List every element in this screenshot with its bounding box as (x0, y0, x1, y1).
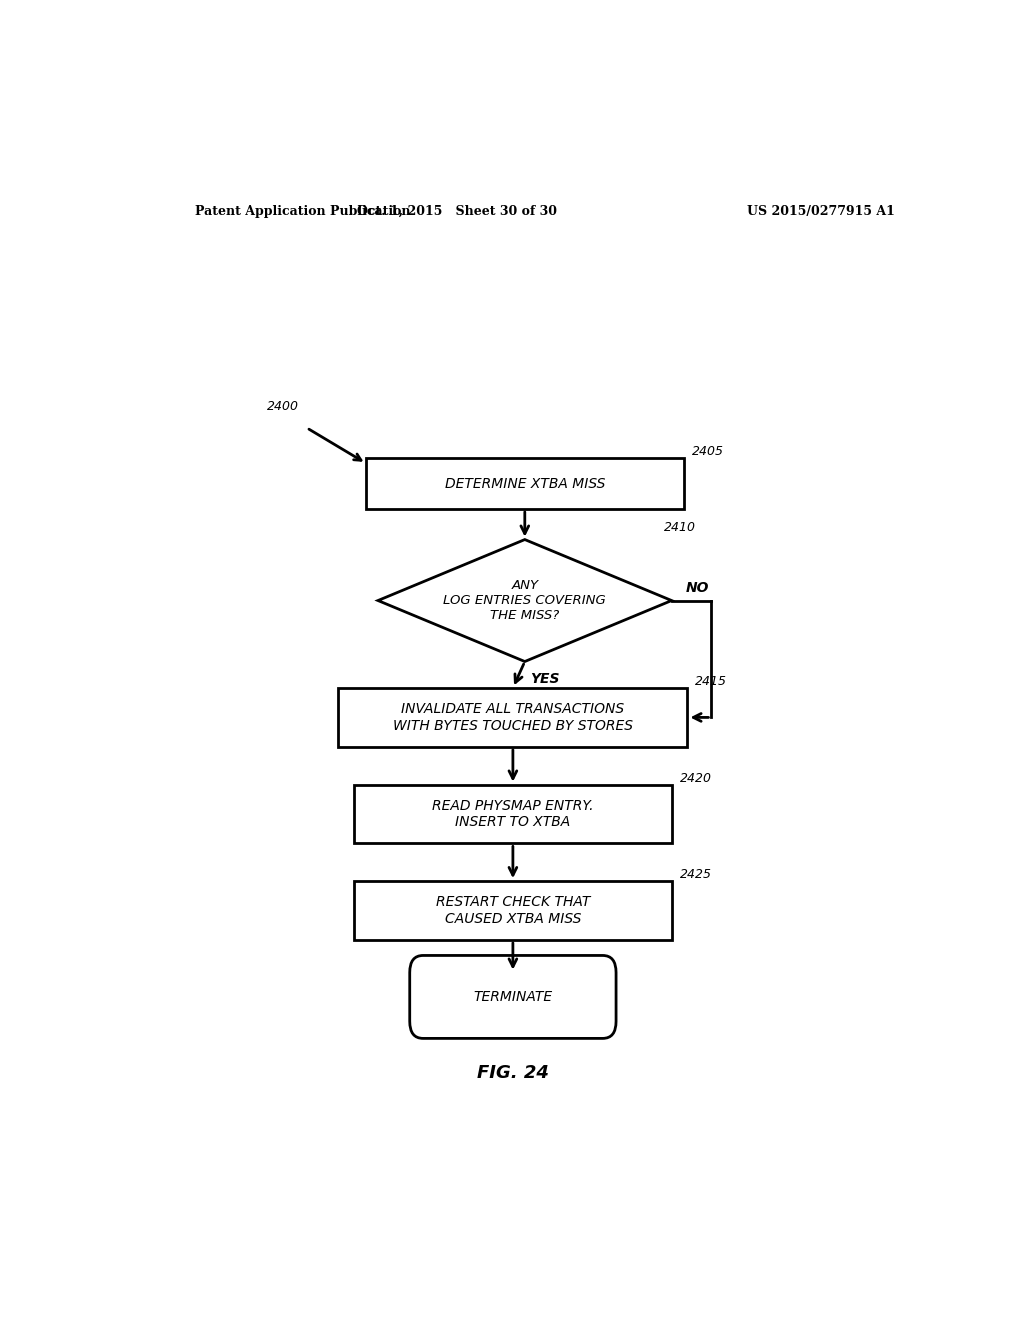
Text: FIG. 24: FIG. 24 (477, 1064, 549, 1082)
Text: ANY
LOG ENTRIES COVERING
THE MISS?: ANY LOG ENTRIES COVERING THE MISS? (443, 579, 606, 622)
Text: 2400: 2400 (266, 400, 299, 412)
Text: US 2015/0277915 A1: US 2015/0277915 A1 (748, 205, 895, 218)
Text: 2410: 2410 (664, 521, 695, 535)
Text: RESTART CHECK THAT
CAUSED XTBA MISS: RESTART CHECK THAT CAUSED XTBA MISS (435, 895, 590, 925)
FancyBboxPatch shape (354, 784, 672, 843)
Text: INVALIDATE ALL TRANSACTIONS
WITH BYTES TOUCHED BY STORES: INVALIDATE ALL TRANSACTIONS WITH BYTES T… (393, 702, 633, 733)
Text: 2420: 2420 (680, 771, 712, 784)
Text: 2405: 2405 (691, 445, 723, 458)
Text: Patent Application Publication: Patent Application Publication (196, 205, 411, 218)
Polygon shape (378, 540, 672, 661)
FancyBboxPatch shape (354, 880, 672, 940)
Text: READ PHYSMAP ENTRY.
INSERT TO XTBA: READ PHYSMAP ENTRY. INSERT TO XTBA (432, 799, 594, 829)
Text: DETERMINE XTBA MISS: DETERMINE XTBA MISS (444, 477, 605, 491)
Text: 2415: 2415 (695, 675, 727, 688)
Text: 2425: 2425 (680, 869, 712, 880)
Text: YES: YES (529, 672, 559, 685)
Text: Oct. 1, 2015   Sheet 30 of 30: Oct. 1, 2015 Sheet 30 of 30 (357, 205, 557, 218)
Text: TERMINATE: TERMINATE (473, 990, 553, 1005)
Text: NO: NO (686, 581, 710, 595)
FancyBboxPatch shape (367, 458, 684, 510)
FancyBboxPatch shape (338, 688, 687, 747)
FancyBboxPatch shape (410, 956, 616, 1039)
